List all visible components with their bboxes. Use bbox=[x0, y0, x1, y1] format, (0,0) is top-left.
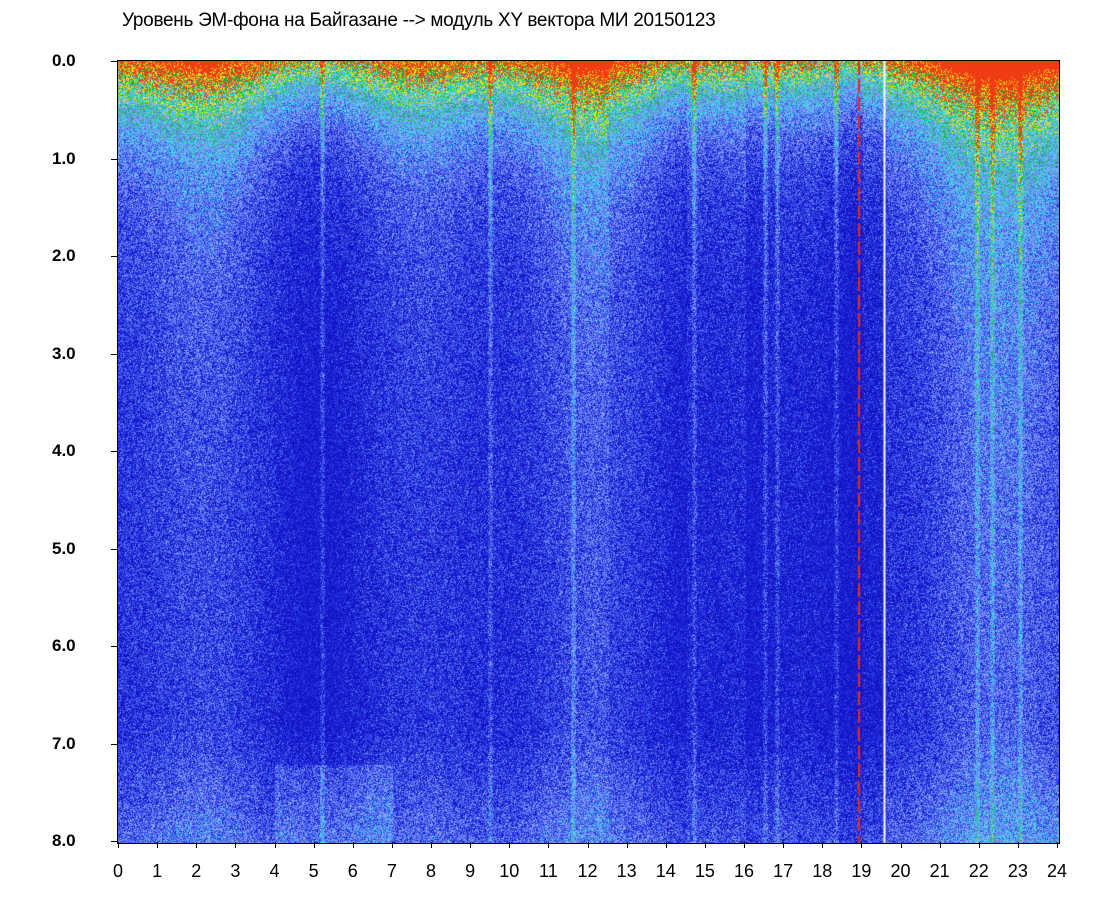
chart-title: Уровень ЭМ-фона на Байгазане --> модуль … bbox=[122, 10, 716, 31]
x-tick-label: 0 bbox=[112, 861, 123, 881]
x-tick-mark bbox=[548, 842, 550, 848]
y-tick-label: 7.0 bbox=[52, 733, 76, 753]
x-tick-label: 9 bbox=[465, 861, 476, 881]
y-tick-mark bbox=[111, 158, 117, 160]
x-tick-mark bbox=[665, 842, 667, 848]
x-tick-label: 21 bbox=[929, 861, 950, 881]
y-tick-mark bbox=[111, 61, 117, 62]
y-tick-mark bbox=[111, 256, 117, 257]
x-tick-mark bbox=[235, 842, 237, 848]
x-tick-label: 16 bbox=[733, 861, 755, 881]
x-tick-label: 2 bbox=[191, 861, 202, 881]
x-tick-label: 24 bbox=[1046, 861, 1068, 881]
x-tick-label: 4 bbox=[269, 861, 280, 881]
y-tick-label: 3.0 bbox=[52, 343, 76, 363]
x-tick-label: 12 bbox=[577, 861, 598, 881]
x-tick-label: 11 bbox=[539, 861, 558, 881]
y-tick-mark bbox=[111, 743, 117, 745]
x-tick-mark bbox=[744, 842, 745, 848]
x-tick-mark bbox=[1057, 842, 1058, 848]
x-tick-mark bbox=[157, 842, 159, 848]
x-tick-mark bbox=[391, 842, 393, 848]
y-tick-label: 4.0 bbox=[52, 441, 76, 460]
x-tick-mark bbox=[587, 842, 589, 848]
x-tick-label: 3 bbox=[230, 861, 241, 881]
spectrogram-heatmap bbox=[118, 61, 1059, 843]
y-tick-label: 6.0 bbox=[52, 636, 76, 655]
x-tick-label: 5 bbox=[308, 861, 319, 881]
x-tick-mark bbox=[509, 842, 511, 848]
x-tick-mark bbox=[626, 842, 628, 848]
y-tick-label: 5.0 bbox=[52, 538, 76, 558]
x-tick-mark bbox=[118, 842, 119, 848]
y-tick-mark bbox=[111, 353, 117, 355]
x-tick-mark bbox=[861, 842, 863, 848]
x-tick-mark bbox=[900, 842, 902, 848]
x-tick-label: 1 bbox=[152, 861, 163, 881]
x-tick-mark bbox=[704, 842, 706, 848]
x-tick-label: 8 bbox=[425, 861, 436, 881]
x-tick-mark bbox=[783, 842, 785, 848]
x-tick-mark bbox=[431, 842, 432, 848]
x-tick-mark bbox=[1017, 842, 1019, 848]
y-tick-mark bbox=[111, 646, 117, 647]
y-tick-label: 8.0 bbox=[52, 831, 76, 850]
y-tick-label: 1.0 bbox=[52, 148, 76, 168]
x-tick-mark bbox=[352, 842, 354, 848]
x-tick-mark bbox=[274, 842, 276, 848]
y-tick-label: 0.0 bbox=[52, 51, 76, 70]
x-tick-mark bbox=[822, 842, 824, 848]
x-tick-label: 6 bbox=[347, 861, 358, 881]
x-tick-mark bbox=[939, 842, 941, 848]
x-tick-mark bbox=[313, 842, 315, 848]
plot-area bbox=[117, 60, 1060, 844]
y-tick-mark bbox=[111, 841, 117, 842]
x-tick-mark bbox=[470, 842, 472, 848]
x-tick-label: 18 bbox=[812, 861, 833, 881]
x-tick-label: 7 bbox=[386, 861, 397, 881]
x-tick-label: 20 bbox=[890, 861, 911, 881]
x-tick-label: 19 bbox=[851, 861, 872, 881]
x-tick-label: 10 bbox=[499, 861, 520, 881]
y-tick-mark bbox=[111, 548, 117, 550]
x-tick-label: 23 bbox=[1007, 861, 1028, 881]
x-tick-mark bbox=[196, 842, 198, 848]
x-tick-label: 14 bbox=[655, 861, 676, 881]
y-tick-mark bbox=[111, 451, 117, 452]
x-tick-label: 17 bbox=[773, 861, 794, 881]
x-tick-label: 22 bbox=[968, 861, 989, 881]
x-tick-label: 13 bbox=[616, 861, 637, 881]
x-tick-label: 15 bbox=[694, 861, 715, 881]
x-tick-mark bbox=[978, 842, 980, 848]
y-tick-label: 2.0 bbox=[52, 246, 76, 265]
